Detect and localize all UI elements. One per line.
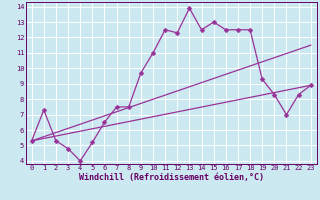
X-axis label: Windchill (Refroidissement éolien,°C): Windchill (Refroidissement éolien,°C) bbox=[79, 173, 264, 182]
